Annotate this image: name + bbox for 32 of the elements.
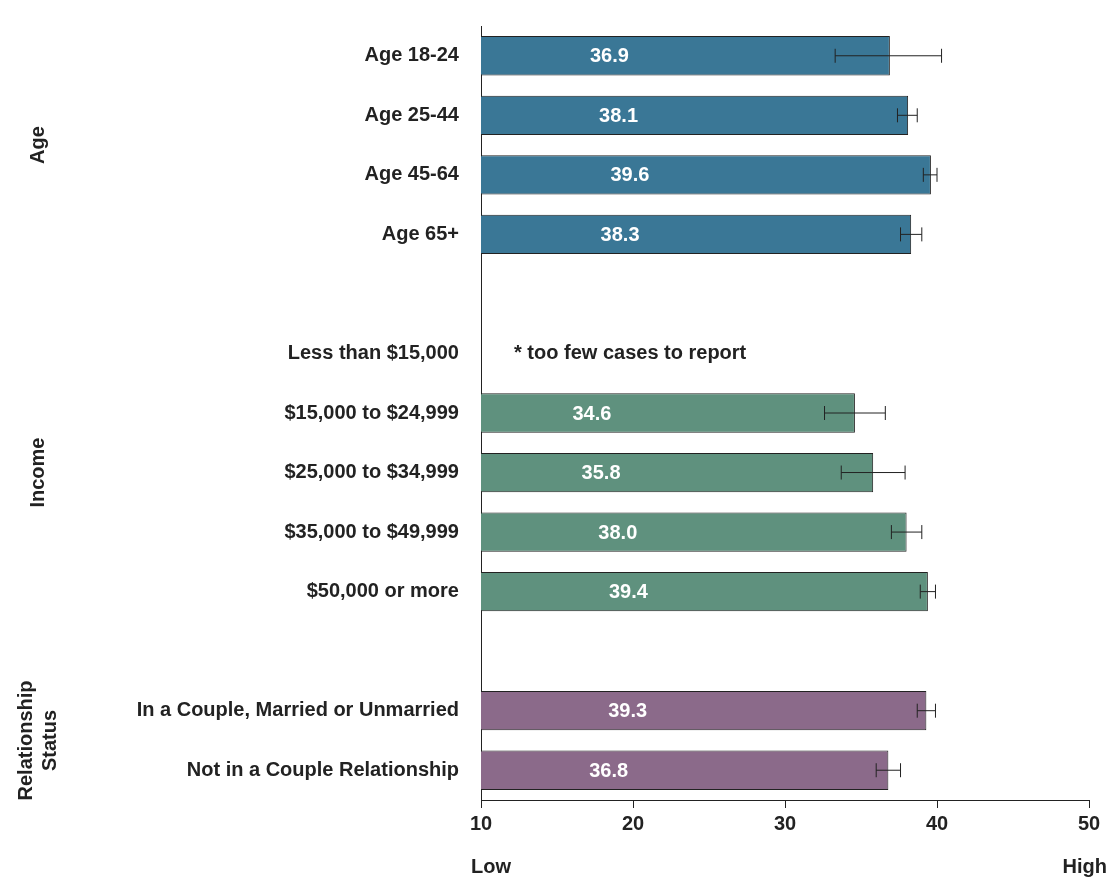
y-tick-label: Age 18-24	[364, 43, 460, 66]
x-tick-label: 50	[1077, 811, 1101, 834]
text: Relationship Status	[13, 680, 60, 801]
x-tick-label: 40	[925, 811, 949, 834]
data-label: 35.8	[581, 461, 621, 484]
data-label: 34.6	[572, 401, 612, 424]
y-tick-label: Not in a Couple Relationship	[186, 757, 459, 780]
y-tick-label: $15,000 to $24,999	[284, 400, 459, 423]
y-tick-label: Age 25-44	[364, 102, 460, 125]
data-label: 36.8	[589, 758, 629, 781]
text: Income	[25, 437, 48, 508]
data-label: 36.9	[589, 44, 629, 67]
data-label: 38.0	[598, 520, 638, 543]
y-tick-label: $25,000 to $34,999	[284, 460, 459, 483]
text: Age	[25, 126, 48, 164]
x-tick-label: 10	[469, 811, 493, 834]
y-tick-label: Less than $15,000	[287, 340, 459, 363]
data-label: 39.6	[610, 163, 650, 186]
data-label: 38.1	[599, 103, 639, 126]
text: High	[1062, 854, 1107, 877]
y-tick-label: In a Couple, Married or Unmarried	[136, 698, 459, 721]
y-tick-label: Age 45-64	[364, 162, 460, 185]
y-tick-label: $35,000 to $49,999	[284, 519, 459, 542]
data-label: 38.3	[600, 222, 640, 245]
x-tick-label: 20	[621, 811, 645, 834]
y-tick-label: Age 65+	[381, 221, 459, 244]
y-tick-label: $50,000 or more	[306, 579, 459, 602]
x-tick-label: 30	[773, 811, 797, 834]
data-label: 39.3	[608, 699, 648, 722]
data-label: 39.4	[608, 580, 649, 603]
text: Low	[471, 854, 512, 877]
annotation: * too few cases to report	[514, 340, 747, 363]
